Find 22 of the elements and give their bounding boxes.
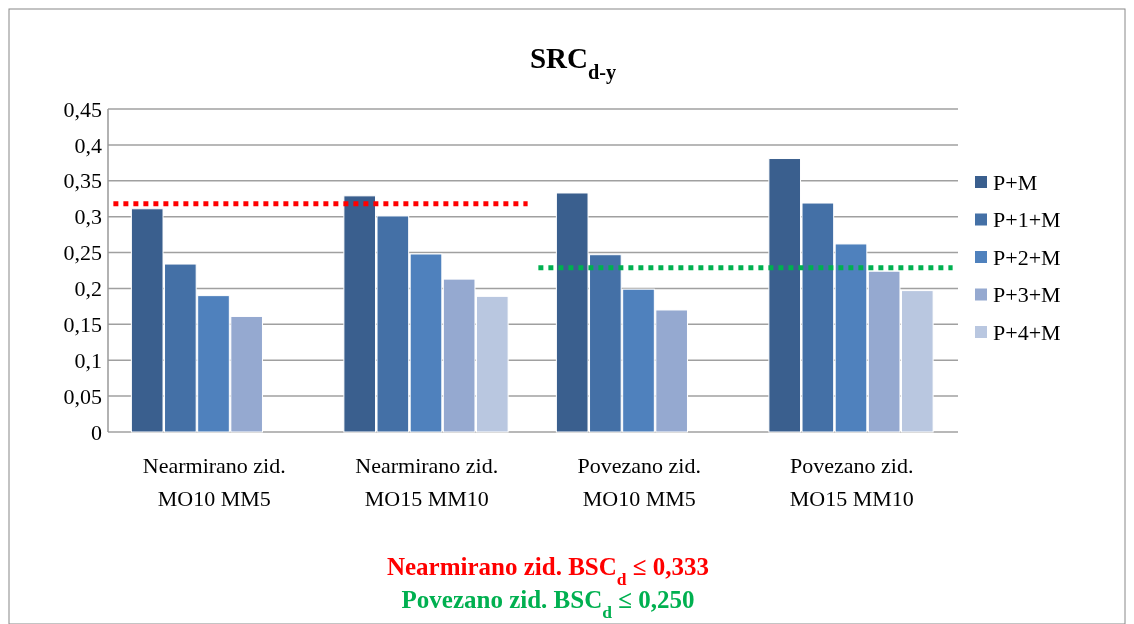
ref-line-label: Povezano zid. BSC$_{d}$ ≤ 0,250 (401, 586, 695, 622)
y-tick-label: 0 (91, 419, 102, 445)
y-tick-label: 0,4 (74, 132, 102, 158)
legend-label: P+M (993, 169, 1038, 195)
x-tick-label: Nearmirano zid. MO15 MM10 (355, 453, 499, 511)
y-tick-label: 0,15 (63, 312, 102, 338)
legend-label: P+1+M (993, 207, 1061, 233)
y-tick-label: 0,3 (74, 204, 102, 230)
x-tick-label: Povezano zid. MO10 MM5 (577, 453, 701, 511)
y-tick-label: 0,45 (63, 96, 102, 122)
ref-line-label: Nearmirano zid. BSC$_{d}$ ≤ 0,333 (386, 553, 710, 589)
y-tick-label: 0,25 (63, 240, 102, 266)
y-tick-label: 0,2 (74, 276, 102, 302)
x-tick-label: Povezano zid. MO15 MM10 (789, 453, 914, 511)
legend-label: P+4+M (993, 319, 1061, 345)
x-tick-label: Nearmirano zid. MO10 MM5 (142, 453, 286, 511)
y-tick-label: 0,1 (74, 347, 102, 373)
chart-title: SRC$_{d-y}$ (529, 42, 617, 84)
y-tick-label: 0,35 (63, 168, 102, 194)
legend-label: P+2+M (993, 244, 1061, 270)
y-tick-label: 0,05 (63, 383, 102, 409)
legend-label: P+3+M (993, 282, 1061, 308)
